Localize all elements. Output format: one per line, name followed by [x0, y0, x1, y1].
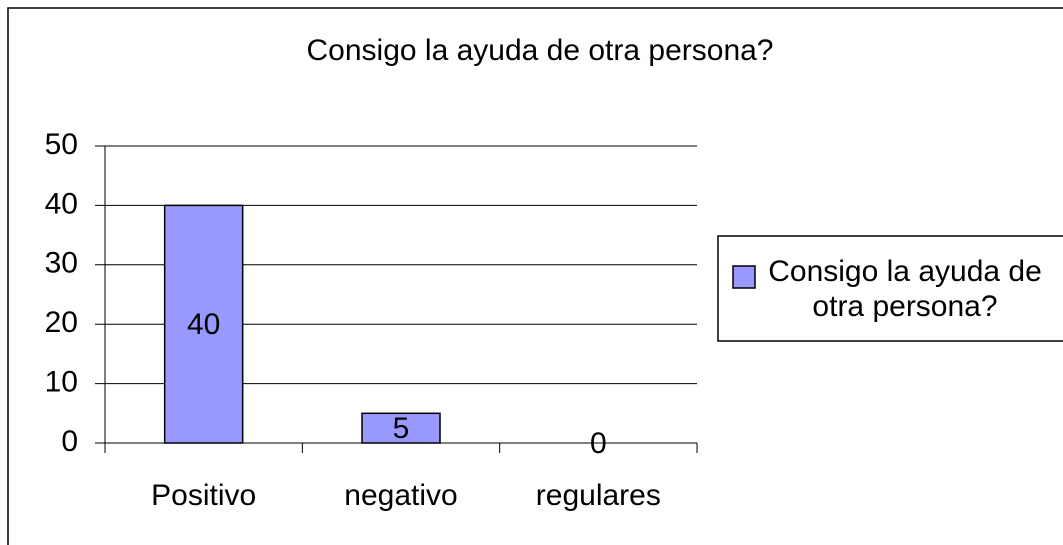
y-tick-label: 50: [45, 128, 78, 161]
x-tick-label: regulares: [536, 479, 661, 512]
x-tick-label: negativo: [344, 479, 457, 512]
y-tick-label: 10: [45, 366, 78, 399]
y-tick-label: 0: [61, 425, 78, 458]
chart-title: Consigo la ayuda de otra persona?: [307, 34, 774, 67]
legend-label-box: Consigo la ayuda de otra persona?: [768, 255, 1042, 323]
data-label: 40: [187, 308, 220, 341]
bar: [361, 412, 441, 444]
legend-box: [717, 235, 1063, 342]
data-label: 5: [393, 412, 410, 445]
x-tick-label: Positivo: [151, 479, 256, 512]
bar: [163, 204, 244, 444]
data-label: 0: [590, 427, 607, 460]
legend-swatch: [732, 265, 756, 289]
legend-label: Consigo la ayuda de otra persona?: [768, 255, 1042, 323]
y-tick-label: 20: [45, 306, 78, 339]
y-tick-label: 30: [45, 247, 78, 280]
y-tick-label: 40: [45, 187, 78, 220]
